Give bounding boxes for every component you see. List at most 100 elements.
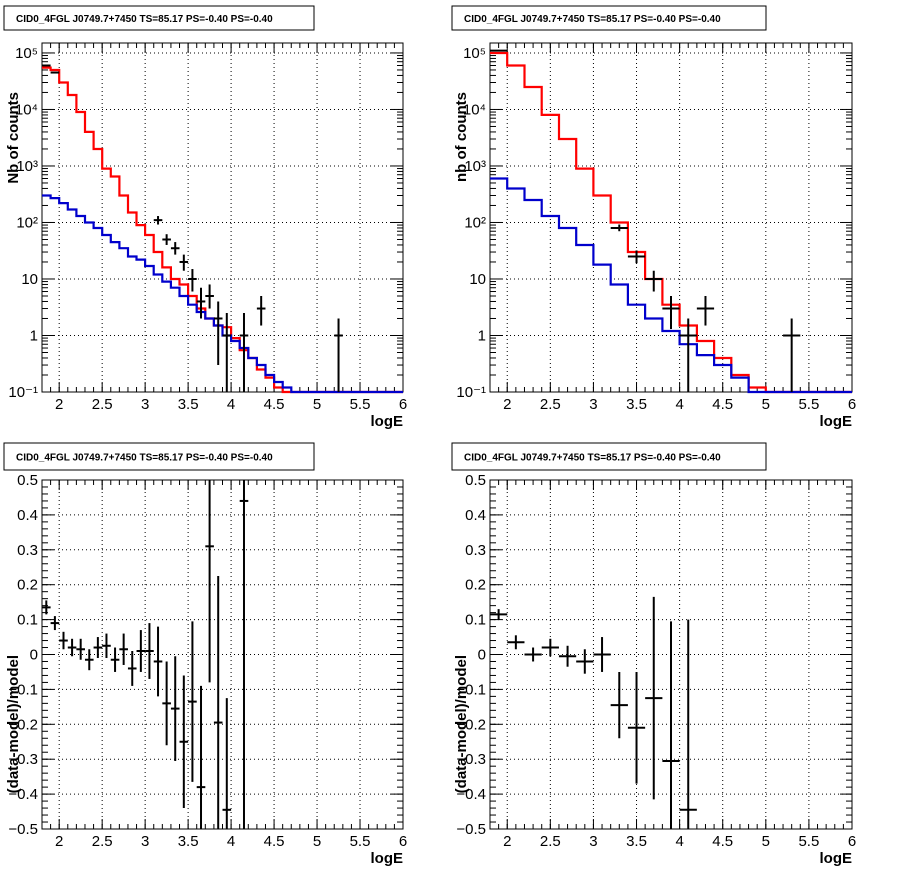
chart-panel-4: CID0_4FGL J0749.7+7450 TS=85.17 PS=-0.40… <box>451 442 856 867</box>
y-tick-label: 0.2 <box>17 577 38 594</box>
data-point <box>119 633 128 665</box>
x-tick-label: 4 <box>675 833 683 850</box>
x-tick-label: 3 <box>589 396 597 413</box>
chart-title: CID0_4FGL J0749.7+7450 TS=85.17 PS=-0.40… <box>464 453 721 464</box>
data-point <box>645 270 663 292</box>
data-point <box>93 637 103 658</box>
y-tick-label: 0.1 <box>465 612 486 629</box>
data-point <box>179 254 189 271</box>
data-point <box>205 284 214 309</box>
data-point <box>222 698 232 829</box>
data-point <box>645 596 663 800</box>
data-point <box>188 621 197 782</box>
data-point <box>490 49 508 52</box>
y-tick-label: −0.3 <box>8 751 38 768</box>
x-tick-label: 4.5 <box>712 396 733 413</box>
data-point <box>170 656 180 761</box>
x-axis-title: logE <box>820 850 853 867</box>
title-box <box>3 442 315 471</box>
data-point <box>50 616 60 631</box>
data-point <box>145 623 154 679</box>
x-tick-label: 6 <box>848 396 856 413</box>
y-axis-title: Nb of counts <box>5 92 22 184</box>
data-point <box>42 64 51 67</box>
data-point <box>558 645 577 667</box>
data-point <box>593 637 611 672</box>
data-point <box>222 313 232 392</box>
x-tick-label: 3.5 <box>626 833 647 850</box>
data-point <box>213 575 223 829</box>
y-tick-label: 10³ <box>16 158 38 175</box>
data-point <box>507 635 525 650</box>
y-tick-label: −0.2 <box>8 716 38 733</box>
x-tick-label: 6 <box>848 833 856 850</box>
background-model-histogram <box>490 177 852 394</box>
data-point <box>188 269 197 292</box>
data-point <box>127 651 137 686</box>
y-axis-title: (data-model)/model <box>5 655 22 793</box>
data-point <box>783 318 801 392</box>
y-tick-label: −0.1 <box>8 681 38 698</box>
x-tick-label: 2 <box>503 396 511 413</box>
data-point <box>627 671 646 784</box>
x-tick-label: 5 <box>313 396 321 413</box>
y-tick-label: −0.1 <box>456 681 486 698</box>
x-tick-label: 2.5 <box>540 396 561 413</box>
y-tick-label: 0.2 <box>465 577 486 594</box>
title-box <box>451 442 767 471</box>
data-point <box>162 234 171 245</box>
x-tick-label: 3.5 <box>178 833 199 850</box>
data-point <box>42 600 51 615</box>
x-tick-label: 3 <box>589 833 597 850</box>
plot-frame <box>41 42 404 393</box>
x-tick-label: 3 <box>141 396 149 413</box>
data-point <box>153 626 163 697</box>
data-point <box>541 638 559 657</box>
y-tick-label: 10⁴ <box>15 101 38 118</box>
data-point <box>110 647 120 672</box>
data-point <box>239 480 249 829</box>
y-axis-title: (data-model)/model <box>453 655 470 793</box>
x-tick-label: 5.5 <box>798 396 819 413</box>
y-tick-label: 0.5 <box>465 472 486 489</box>
x-tick-label: 2.5 <box>540 833 561 850</box>
x-tick-label: 2.5 <box>92 833 113 850</box>
data-point <box>696 295 715 326</box>
data-point <box>196 287 206 319</box>
y-tick-label: 10⁻¹ <box>8 384 38 401</box>
x-tick-label: 3.5 <box>178 396 199 413</box>
data-point <box>205 480 214 683</box>
data-point <box>84 649 94 671</box>
y-tick-label: 10 <box>21 271 38 288</box>
x-tick-label: 6 <box>399 833 407 850</box>
data-point <box>59 631 68 650</box>
x-tick-label: 5.5 <box>350 396 371 413</box>
data-point <box>679 619 697 829</box>
x-tick-label: 4 <box>675 396 683 413</box>
data-point <box>256 295 266 326</box>
y-tick-label: 0.4 <box>465 507 486 524</box>
y-tick-label: −0.4 <box>456 786 486 803</box>
y-tick-label: 1 <box>30 327 38 344</box>
y-axis-title: nb of counts <box>453 92 470 182</box>
data-point <box>136 630 146 672</box>
x-tick-label: 2 <box>503 833 511 850</box>
grid-lines <box>42 480 403 829</box>
data-point <box>153 216 163 225</box>
y-tick-label: 0.1 <box>17 612 38 629</box>
y-tick-label: −0.4 <box>8 786 38 803</box>
data-point <box>170 242 180 255</box>
y-tick-label: −0.2 <box>456 716 486 733</box>
y-tick-label: 10² <box>16 214 38 231</box>
y-tick-label: 1 <box>478 327 486 344</box>
data-point <box>490 609 508 620</box>
y-tick-label: 10³ <box>464 158 486 175</box>
y-tick-label: 0.5 <box>17 472 38 489</box>
plot-frame <box>489 42 853 393</box>
chart-panel-2: CID0_4FGL J0749.7+7450 TS=85.17 PS=-0.40… <box>451 5 856 430</box>
data-point <box>627 250 646 264</box>
data-point <box>610 671 628 739</box>
y-tick-label: 10 <box>469 271 486 288</box>
data-point <box>334 318 343 392</box>
y-tick-label: 0.3 <box>465 542 486 559</box>
